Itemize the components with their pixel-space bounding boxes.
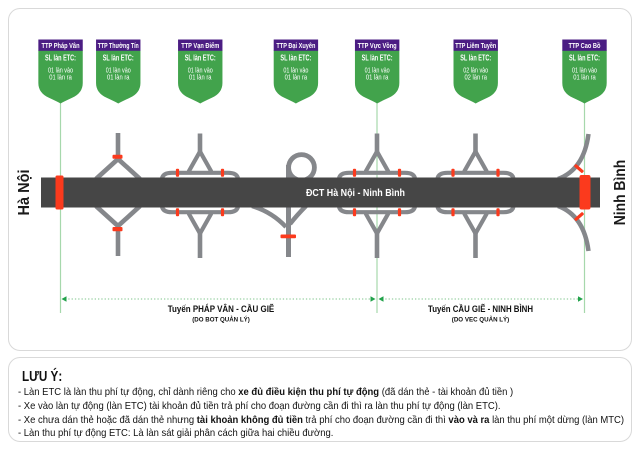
svg-text:Tuyến PHÁP VÂN - CẦU GIẼ: Tuyến PHÁP VÂN - CẦU GIẼ	[168, 303, 275, 315]
svg-text:01 làn vào: 01 làn vào	[283, 65, 308, 74]
svg-text:SL làn ETC:: SL làn ETC:	[569, 53, 600, 62]
svg-text:TTP Cao Bồ: TTP Cao Bồ	[569, 41, 601, 50]
svg-text:TTP Liêm Tuyền: TTP Liêm Tuyền	[455, 41, 496, 50]
svg-text:01 làn ra: 01 làn ra	[285, 73, 308, 82]
svg-text:01 làn ra: 01 làn ra	[366, 73, 389, 82]
svg-text:ĐCT Hà Nội - Ninh Bình: ĐCT Hà Nội - Ninh Bình	[306, 188, 405, 199]
svg-text:(DO BOT QUẢN LÝ): (DO BOT QUẢN LÝ)	[192, 315, 250, 324]
svg-text:SL làn ETC:: SL làn ETC:	[460, 53, 491, 62]
svg-text:SL làn ETC:: SL làn ETC:	[362, 53, 393, 62]
svg-text:TTP Thường Tín: TTP Thường Tín	[98, 41, 139, 50]
svg-text:01 làn vào: 01 làn vào	[106, 65, 131, 74]
svg-text:01 làn vào: 01 làn vào	[365, 65, 390, 74]
svg-text:SL làn ETC:: SL làn ETC:	[103, 53, 134, 62]
svg-text:SL làn ETC:: SL làn ETC:	[280, 53, 311, 62]
svg-text:Tuyến CẦU GIẼ - NINH BÌNH: Tuyến CẦU GIẼ - NINH BÌNH	[428, 303, 533, 315]
svg-text:01 làn ra: 01 làn ra	[189, 73, 212, 82]
svg-text:02 làn vào: 02 làn vào	[463, 65, 488, 74]
svg-text:TTP Vực Vồng: TTP Vực Vồng	[358, 41, 397, 50]
svg-text:01 làn ra: 01 làn ra	[573, 73, 596, 82]
svg-text:TTP Vạn Điểm: TTP Vạn Điểm	[181, 41, 219, 50]
svg-text:TTP Đại Xuyên: TTP Đại Xuyên	[276, 41, 315, 50]
svg-text:SL làn ETC:: SL làn ETC:	[185, 53, 216, 62]
svg-text:Ninh Bình: Ninh Bình	[612, 160, 629, 226]
svg-text:01 làn ra: 01 làn ra	[107, 73, 130, 82]
svg-text:01 làn vào: 01 làn vào	[572, 65, 597, 74]
svg-text:02 làn ra: 02 làn ra	[464, 73, 487, 82]
svg-text:Hà Nội: Hà Nội	[16, 170, 33, 216]
svg-text:(DO VEC QUẢN LÝ): (DO VEC QUẢN LÝ)	[452, 315, 510, 324]
svg-text:01 làn ra: 01 làn ra	[49, 73, 72, 82]
svg-text:SL làn ETC:: SL làn ETC:	[45, 53, 76, 62]
svg-text:01 làn vào: 01 làn vào	[188, 65, 213, 74]
svg-text:TTP Pháp Vân: TTP Pháp Vân	[42, 41, 80, 50]
svg-text:01 làn vào: 01 làn vào	[48, 65, 73, 74]
